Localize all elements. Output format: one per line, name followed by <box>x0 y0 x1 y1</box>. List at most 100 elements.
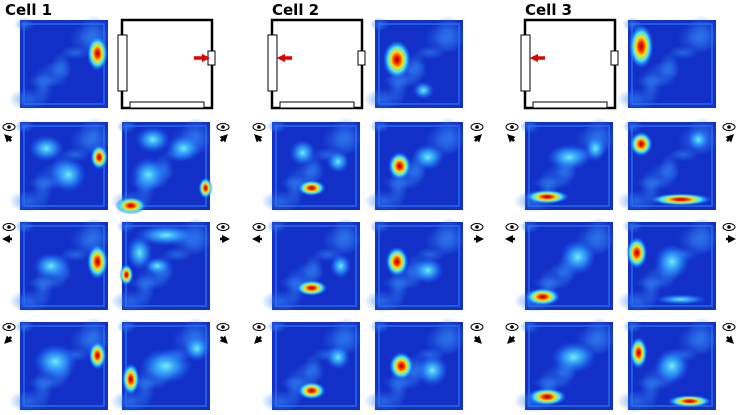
map-texture <box>532 375 573 390</box>
arena-schematic <box>520 18 619 110</box>
map-field <box>119 264 134 286</box>
view-direction-icon <box>505 323 519 344</box>
panel-title: Cell 3 <box>525 1 572 19</box>
map-texture <box>406 51 427 82</box>
map-field <box>687 129 709 151</box>
map-border-glow <box>631 23 713 105</box>
view-direction-icon <box>470 323 484 344</box>
map-field <box>135 126 171 153</box>
view-direction-icon <box>470 223 485 244</box>
map-border-glow <box>378 125 460 207</box>
pupil <box>257 125 261 129</box>
map-texture <box>260 290 301 313</box>
map-texture <box>363 390 404 413</box>
map-field <box>628 24 654 69</box>
map-border-glow <box>275 125 357 207</box>
rate-map <box>513 317 615 413</box>
map-field <box>525 189 569 204</box>
map-texture <box>363 88 404 111</box>
map-field <box>416 354 449 387</box>
map-field <box>33 344 78 380</box>
pupil <box>727 325 731 329</box>
map-texture <box>260 390 301 413</box>
map-texture <box>532 175 573 190</box>
map-texture <box>382 175 423 190</box>
view-direction-icon <box>216 223 231 244</box>
rate-map <box>513 117 615 213</box>
map-field <box>114 196 147 215</box>
map-texture <box>8 88 49 111</box>
map-texture <box>303 353 324 384</box>
map-field <box>130 157 166 193</box>
direction-arrow <box>507 335 516 344</box>
view-direction-icon <box>2 123 16 143</box>
map-border-glow <box>378 225 460 307</box>
cue-card-left <box>117 34 128 92</box>
pupil <box>257 225 261 229</box>
direction-arrow <box>4 335 13 344</box>
rate-map <box>8 117 110 213</box>
map-field <box>385 246 409 277</box>
direction-arrow <box>219 335 228 344</box>
map-border-glow <box>23 325 105 407</box>
map-border-glow <box>528 325 610 407</box>
rate-map <box>8 217 110 313</box>
map-field <box>135 224 197 246</box>
map-field <box>86 35 108 72</box>
map-field <box>382 40 412 79</box>
map-texture <box>129 275 170 290</box>
map-field <box>654 348 690 384</box>
view-direction-icon <box>216 323 230 344</box>
map-field <box>389 351 414 381</box>
map-field <box>90 144 108 170</box>
map-field <box>560 239 596 275</box>
map-field <box>629 131 653 157</box>
pupil <box>7 225 11 229</box>
rate-map <box>363 117 465 213</box>
map-field <box>297 381 326 400</box>
map-border-glow <box>528 225 610 307</box>
direction-arrow <box>725 335 734 344</box>
map-field <box>198 177 213 199</box>
rate-map <box>110 317 212 413</box>
map-texture <box>27 275 68 290</box>
direction-arrow <box>254 134 263 143</box>
arena-schematic <box>117 18 216 110</box>
arena-wall <box>120 18 214 110</box>
rate-map <box>363 317 465 413</box>
rate-map <box>260 317 362 413</box>
map-texture <box>635 73 676 88</box>
cue-card-right <box>207 50 216 66</box>
map-field <box>33 252 69 280</box>
map-field <box>297 180 326 196</box>
map-texture <box>8 390 49 413</box>
pupil <box>221 325 225 329</box>
panel-title: Cell 1 <box>5 1 52 19</box>
direction-arrow <box>219 134 228 143</box>
rate-map <box>110 117 213 215</box>
map-texture <box>382 275 423 290</box>
view-direction-icon <box>722 323 736 344</box>
map-field <box>412 81 434 100</box>
rate-map <box>260 217 362 313</box>
map-field <box>86 244 108 280</box>
direction-arrow <box>254 335 263 344</box>
map-field <box>295 280 328 296</box>
map-texture <box>659 153 680 184</box>
pupil <box>7 325 11 329</box>
map-texture <box>27 375 68 390</box>
pupil <box>257 325 261 329</box>
map-texture <box>616 290 657 313</box>
map-border-glow <box>378 325 460 407</box>
direction-arrow <box>473 335 482 344</box>
direction-arrow <box>4 134 13 143</box>
arena-wall <box>270 18 364 110</box>
view-direction-icon <box>722 223 737 244</box>
map-texture <box>363 190 404 213</box>
map-border-glow <box>275 325 357 407</box>
pupil <box>727 125 731 129</box>
map-border-glow <box>631 325 713 407</box>
map-field <box>584 135 606 162</box>
map-border-glow <box>125 125 207 207</box>
map-texture <box>51 51 72 82</box>
